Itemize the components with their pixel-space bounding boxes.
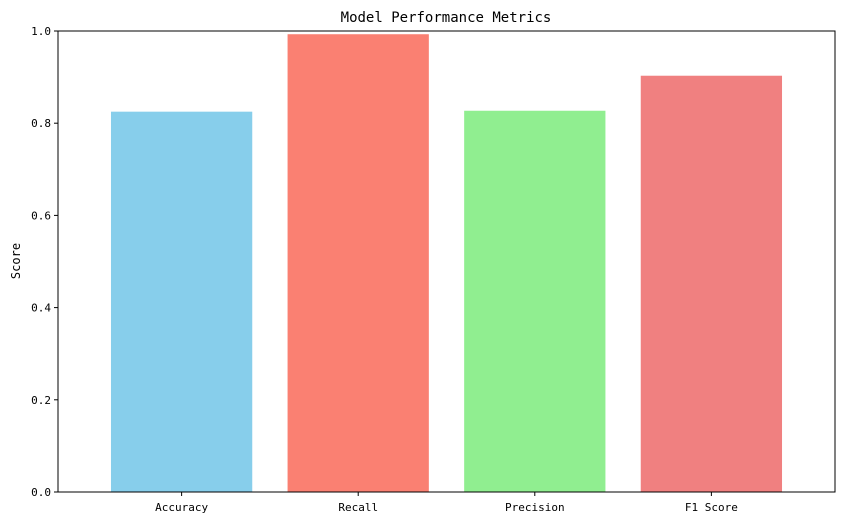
- chart-title: Model Performance Metrics: [341, 10, 552, 26]
- x-tick-label: F1 Score: [685, 501, 738, 514]
- bar-accuracy: [110, 111, 253, 493]
- bar-f1-score: [640, 75, 783, 492]
- x-tick-label: Precision: [505, 501, 565, 514]
- x-tick-label: Accuracy: [155, 501, 208, 514]
- axes-frame: [57, 30, 836, 493]
- y-axis-label: Score: [9, 243, 23, 279]
- y-tick-label: 0.6: [31, 209, 51, 222]
- y-tick-label: 1.0: [31, 25, 51, 38]
- y-tick-label: 0.2: [31, 394, 51, 407]
- bar-precision: [464, 110, 606, 492]
- bar-recall: [287, 34, 429, 492]
- y-tick-label: 0.4: [31, 302, 51, 315]
- y-tick-label: 0.8: [31, 117, 51, 130]
- x-tick-label: Recall: [338, 501, 378, 514]
- plot-area: 0.0 0.2 0.4 0.6 0.8 1.0 Accuracy Recall Precisio…: [31, 25, 836, 514]
- y-tick-label: 0.0: [31, 486, 51, 499]
